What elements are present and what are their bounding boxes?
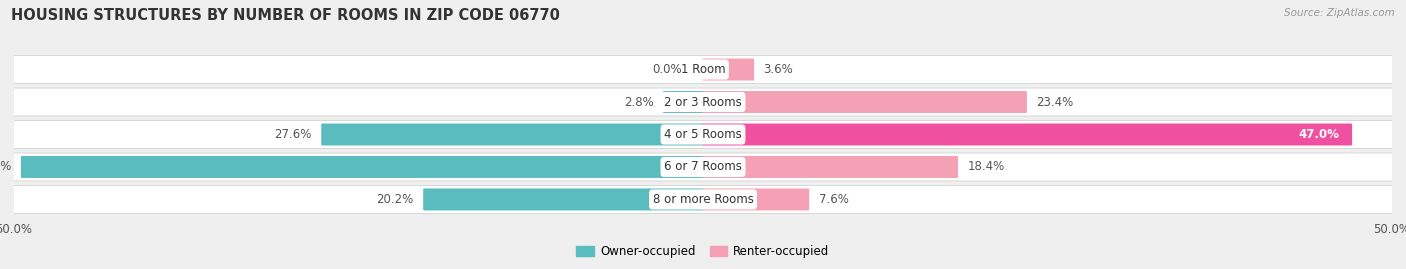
FancyBboxPatch shape: [703, 156, 957, 178]
Text: 0.0%: 0.0%: [652, 63, 682, 76]
Legend: Owner-occupied, Renter-occupied: Owner-occupied, Renter-occupied: [572, 240, 834, 263]
Text: 2 or 3 Rooms: 2 or 3 Rooms: [664, 95, 742, 108]
FancyBboxPatch shape: [21, 156, 703, 178]
FancyBboxPatch shape: [664, 91, 703, 113]
Text: 3.6%: 3.6%: [763, 63, 793, 76]
Text: 1 Room: 1 Room: [681, 63, 725, 76]
Text: 18.4%: 18.4%: [967, 161, 1005, 174]
FancyBboxPatch shape: [321, 123, 703, 146]
Text: 4 or 5 Rooms: 4 or 5 Rooms: [664, 128, 742, 141]
FancyBboxPatch shape: [13, 153, 1393, 181]
FancyBboxPatch shape: [703, 91, 1026, 113]
Text: 47.0%: 47.0%: [1299, 128, 1340, 141]
Text: 6 or 7 Rooms: 6 or 7 Rooms: [664, 161, 742, 174]
Text: HOUSING STRUCTURES BY NUMBER OF ROOMS IN ZIP CODE 06770: HOUSING STRUCTURES BY NUMBER OF ROOMS IN…: [11, 8, 560, 23]
FancyBboxPatch shape: [13, 56, 1393, 83]
FancyBboxPatch shape: [13, 88, 1393, 116]
FancyBboxPatch shape: [13, 186, 1393, 213]
Text: 20.2%: 20.2%: [377, 193, 413, 206]
Text: 8 or more Rooms: 8 or more Rooms: [652, 193, 754, 206]
Text: 2.8%: 2.8%: [624, 95, 654, 108]
FancyBboxPatch shape: [13, 121, 1393, 148]
FancyBboxPatch shape: [703, 59, 754, 80]
Text: Source: ZipAtlas.com: Source: ZipAtlas.com: [1284, 8, 1395, 18]
Text: 49.4%: 49.4%: [0, 161, 11, 174]
Text: 23.4%: 23.4%: [1036, 95, 1074, 108]
Text: 27.6%: 27.6%: [274, 128, 312, 141]
FancyBboxPatch shape: [703, 123, 1353, 146]
FancyBboxPatch shape: [703, 189, 810, 210]
Text: 7.6%: 7.6%: [818, 193, 849, 206]
FancyBboxPatch shape: [423, 189, 703, 210]
